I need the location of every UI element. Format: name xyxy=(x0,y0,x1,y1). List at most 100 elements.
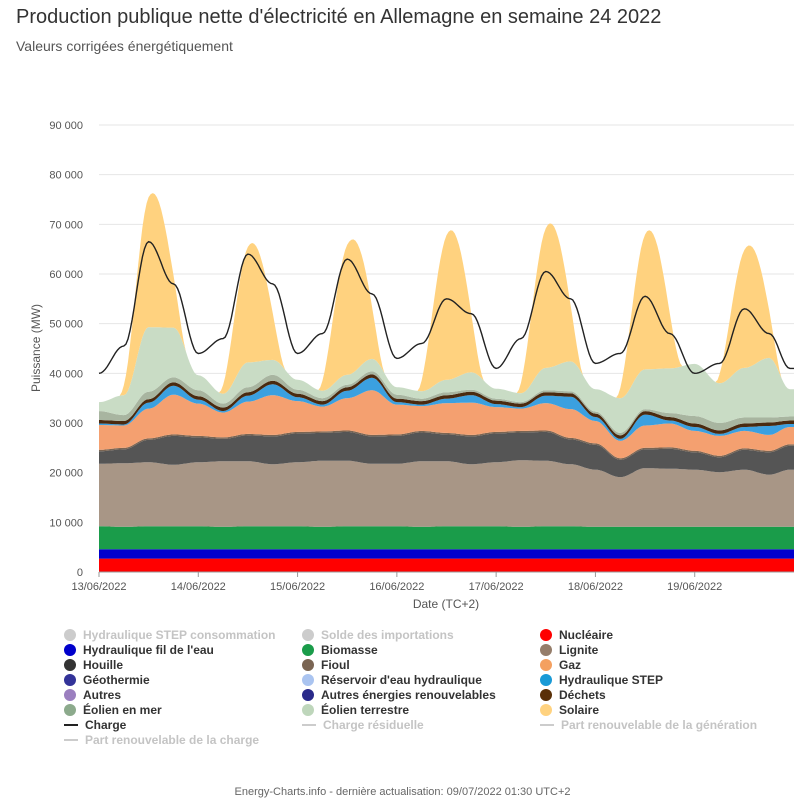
legend-item[interactable]: Autres énergies renouvelables xyxy=(302,688,496,702)
legend-item[interactable]: Gaz xyxy=(540,658,581,672)
legend-item[interactable]: Charge xyxy=(64,718,126,732)
legend-item[interactable]: Biomasse xyxy=(302,643,378,657)
legend-label: Nucléaire xyxy=(559,628,614,642)
legend-dot-swatch xyxy=(64,659,76,671)
legend-line-swatch xyxy=(540,724,554,726)
y-tick-label: 90 000 xyxy=(49,120,83,132)
chart-plot: 0 10 000 20 000 30 000 40 000 50 000 60 000 70 … xyxy=(29,120,794,611)
area-hydraulique-fil-de-l-eau xyxy=(99,549,794,559)
legend-line-swatch xyxy=(64,739,78,741)
legend-item[interactable]: Solde des importations xyxy=(302,628,454,642)
legend-label: Houille xyxy=(83,658,124,672)
legend-line-swatch xyxy=(302,724,316,726)
area-houille xyxy=(99,431,794,478)
legend-item[interactable]: Charge résiduelle xyxy=(302,718,424,732)
legend-label: Autres énergies renouvelables xyxy=(321,688,496,702)
x-axis-label: Date (TC+2) xyxy=(413,597,479,611)
legend-item[interactable]: Part renouvelable de la charge xyxy=(64,733,259,747)
legend-label: Hydraulique fil de l'eau xyxy=(83,643,214,657)
y-tick-label: 50 000 xyxy=(49,319,83,331)
legend-label: Éolien en mer xyxy=(83,703,162,717)
area-éolien-terrestre xyxy=(99,327,794,433)
legend-item[interactable]: Éolien terrestre xyxy=(302,703,409,717)
area-déchets xyxy=(99,374,794,439)
legend-label: Biomasse xyxy=(321,643,378,657)
area-lignite xyxy=(99,460,794,527)
legend-item[interactable]: Part renouvelable de la génération xyxy=(540,718,757,732)
area-solaire xyxy=(99,193,794,403)
x-tick-label: 13/06/2022 xyxy=(71,581,126,593)
legend-item[interactable]: Géothermie xyxy=(64,673,150,687)
x-tick-label: 16/06/2022 xyxy=(369,581,424,593)
y-tick-label: 20 000 xyxy=(49,468,83,480)
legend-label: Lignite xyxy=(559,643,599,657)
y-tick-label: 0 xyxy=(77,567,83,579)
area-hydraulique-step xyxy=(99,377,794,441)
legend-item[interactable]: Houille xyxy=(64,658,123,672)
legend-label: Hydraulique STEP consommation xyxy=(83,628,276,642)
x-tick-label: 14/06/2022 xyxy=(171,581,226,593)
load-line xyxy=(98,240,794,375)
legend-label: Solde des importations xyxy=(321,628,454,642)
legend-item[interactable]: Hydraulique STEP xyxy=(540,673,663,687)
y-tick-label: 60 000 xyxy=(49,269,83,281)
legend-label: Autres xyxy=(83,688,122,702)
x-tick-label: 15/06/2022 xyxy=(270,581,325,593)
chart-title: Production publique nette d'électricité … xyxy=(16,6,662,28)
legend-dot-swatch xyxy=(540,644,552,656)
legend-dot-swatch xyxy=(540,674,552,686)
legend-dot-swatch xyxy=(540,659,552,671)
legend-label: Réservoir d'eau hydraulique xyxy=(321,673,482,687)
legend-dot-swatch xyxy=(540,689,552,701)
legend-label: Charge résiduelle xyxy=(323,718,424,732)
legend-item[interactable]: Réservoir d'eau hydraulique xyxy=(302,673,482,687)
y-tick-label: 40 000 xyxy=(49,368,83,380)
area-biomasse xyxy=(99,526,794,550)
legend-label: Solaire xyxy=(559,703,600,717)
legend-dot-swatch xyxy=(540,704,552,716)
chart-subtitle: Valeurs corrigées énergétiquement xyxy=(16,38,233,54)
y-tick-label: 30 000 xyxy=(49,418,83,430)
legend-dot-swatch xyxy=(302,659,314,671)
legend-dot-swatch xyxy=(302,689,314,701)
y-tick-label: 80 000 xyxy=(49,170,83,182)
legend-dot-swatch xyxy=(64,629,76,641)
legend-dot-swatch xyxy=(302,629,314,641)
legend-dot-swatch xyxy=(540,629,552,641)
legend-label: Fioul xyxy=(321,658,350,672)
area-nucléaire xyxy=(99,558,794,572)
legend-item[interactable]: Autres xyxy=(64,688,121,702)
legend-item[interactable]: Nucléaire xyxy=(540,628,613,642)
legend-item[interactable]: Solaire xyxy=(540,703,599,717)
legend-label: Éolien terrestre xyxy=(321,703,410,717)
stacked-areas xyxy=(99,193,794,572)
legend-item[interactable]: Déchets xyxy=(540,688,606,702)
legend-item[interactable]: Lignite xyxy=(540,643,598,657)
legend-label: Part renouvelable de la charge xyxy=(85,733,260,747)
legend-dot-swatch xyxy=(302,674,314,686)
legend-dot-swatch xyxy=(64,674,76,686)
legend-label: Géothermie xyxy=(83,673,150,687)
legend-label: Hydraulique STEP xyxy=(559,673,664,687)
legend-item[interactable]: Fioul xyxy=(302,658,350,672)
legend-item[interactable]: Éolien en mer xyxy=(64,703,162,717)
legend-label: Part renouvelable de la génération xyxy=(561,718,758,732)
area-éolien-en-mer xyxy=(99,371,794,436)
legend-dot-swatch xyxy=(64,644,76,656)
footer-credit: Energy-Charts.info - dernière actualisat… xyxy=(234,786,571,798)
legend-line-swatch xyxy=(64,724,78,726)
legend-dot-swatch xyxy=(302,644,314,656)
area-gaz xyxy=(99,390,794,459)
y-tick-label: 10 000 xyxy=(49,517,83,529)
legend-dot-swatch xyxy=(302,704,314,716)
legend-item[interactable]: Hydraulique fil de l'eau xyxy=(64,643,214,657)
legend-item[interactable]: Hydraulique STEP consommation xyxy=(64,628,275,642)
legend-dot-swatch xyxy=(64,689,76,701)
legend-label: Déchets xyxy=(559,688,606,702)
y-tick-label: 70 000 xyxy=(49,219,83,231)
load-line-layer xyxy=(98,240,794,375)
legend-label: Gaz xyxy=(559,658,582,672)
x-tick-label: 19/06/2022 xyxy=(667,581,722,593)
legend-label: Charge xyxy=(85,718,127,732)
x-tick-label: 18/06/2022 xyxy=(568,581,623,593)
